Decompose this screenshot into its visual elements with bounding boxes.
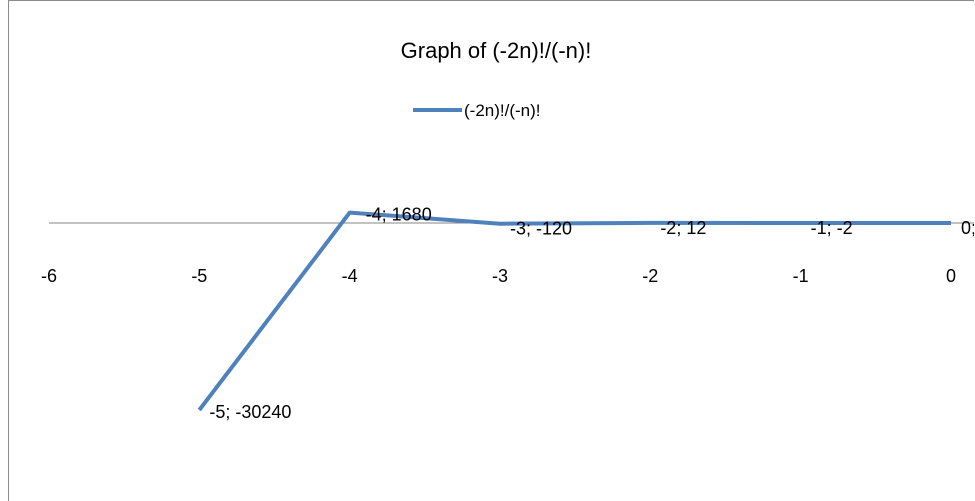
data-label: -2; 12 [660,218,706,238]
x-tick-label: -3 [492,266,508,286]
chart-title: Graph of (-2n)!/(-n)! [401,38,592,63]
x-tick-label: -2 [642,266,658,286]
series-line [197,210,951,412]
data-label: -3; -120 [510,219,572,239]
data-label: -5; -30240 [209,402,291,422]
data-label: -4; 1680 [366,205,432,225]
x-tick-label: -1 [793,266,809,286]
legend-label: (-2n)!/(-n)! [464,101,541,120]
data-label: -1; -2 [811,218,853,238]
x-tick-label: -6 [41,266,57,286]
x-tick-labels: -6 -5 -4 -3 -2 -1 0 [41,266,956,286]
data-label: 0; 1 [961,218,974,238]
x-tick-label: 0 [946,266,956,286]
data-labels: -5; -30240 -4; 1680 -3; -120 -2; 12 -1; -2 0;… [209,205,974,422]
x-tick-label: -5 [191,266,207,286]
chart-area: Graph of (-2n)!/(-n)! (-2n)!/(-n)! -6 -5-… [8,0,974,501]
x-tick-label: -4 [342,266,358,286]
chart-svg: Graph of (-2n)!/(-n)! (-2n)!/(-n)! -6 -5-… [41,38,974,422]
